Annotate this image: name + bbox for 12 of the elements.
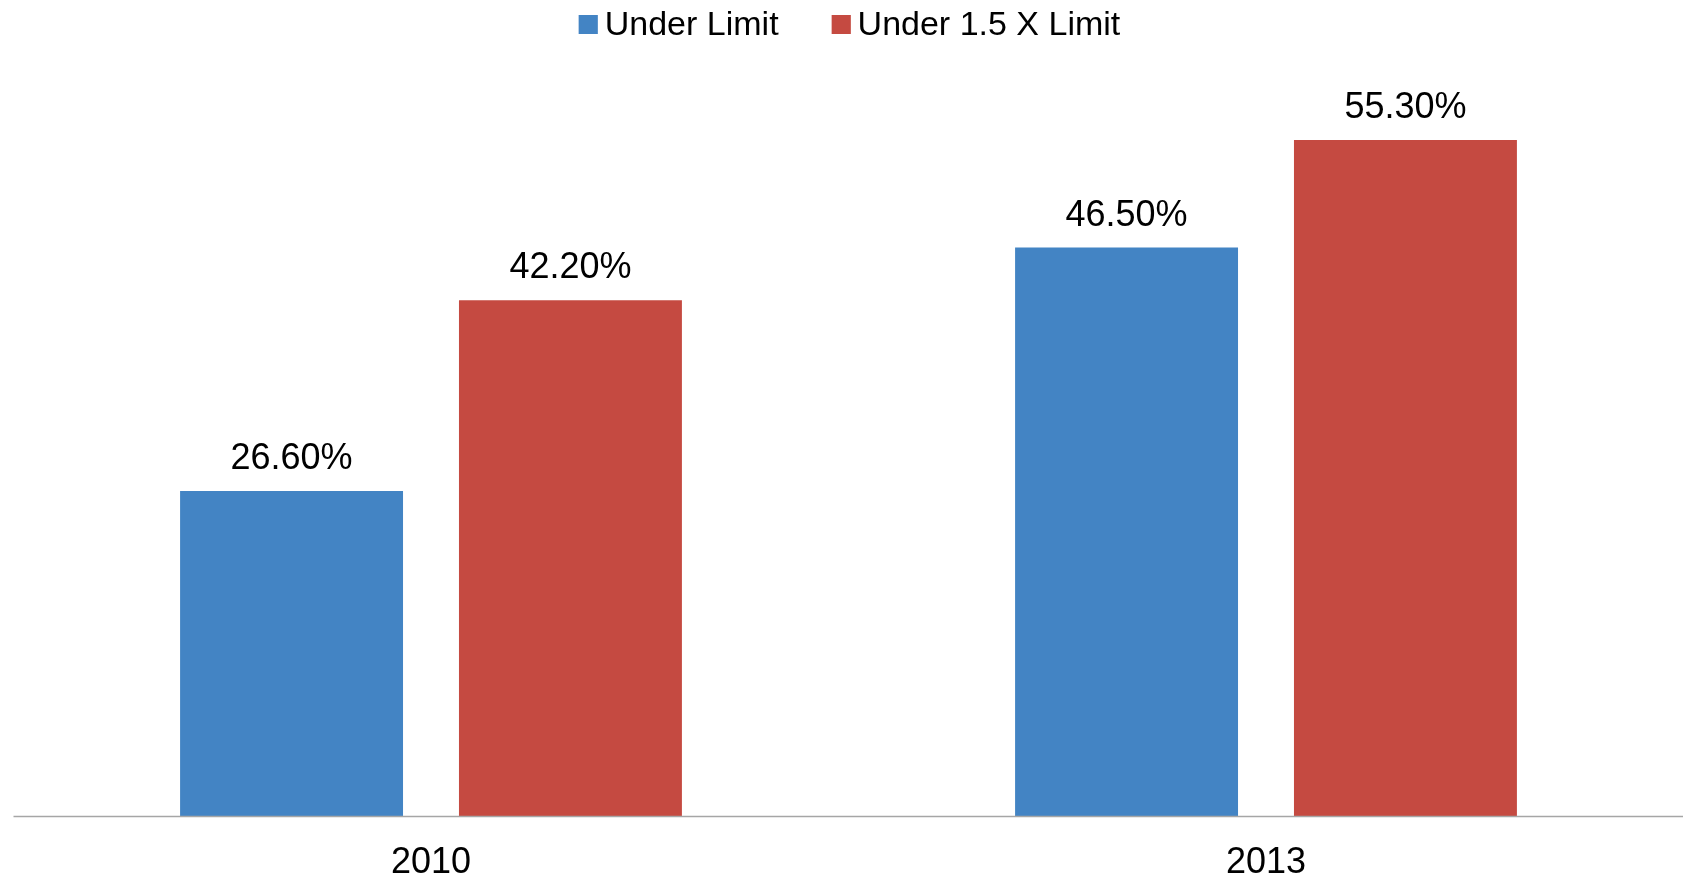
- legend-label: Under Limit: [604, 4, 779, 43]
- data-label: 26.60%: [230, 436, 353, 478]
- data-label: 46.50%: [1065, 192, 1188, 234]
- data-label: 42.20%: [509, 245, 632, 287]
- bar: [180, 491, 404, 817]
- legend-label: Under 1.5 X Limit: [857, 4, 1121, 43]
- bar: [458, 300, 682, 817]
- bar: [1015, 247, 1239, 817]
- x-tick-label: 2010: [390, 839, 472, 881]
- bar: [1293, 139, 1517, 817]
- data-label: 55.30%: [1344, 84, 1467, 126]
- x-tick-label: 2013: [1225, 839, 1307, 881]
